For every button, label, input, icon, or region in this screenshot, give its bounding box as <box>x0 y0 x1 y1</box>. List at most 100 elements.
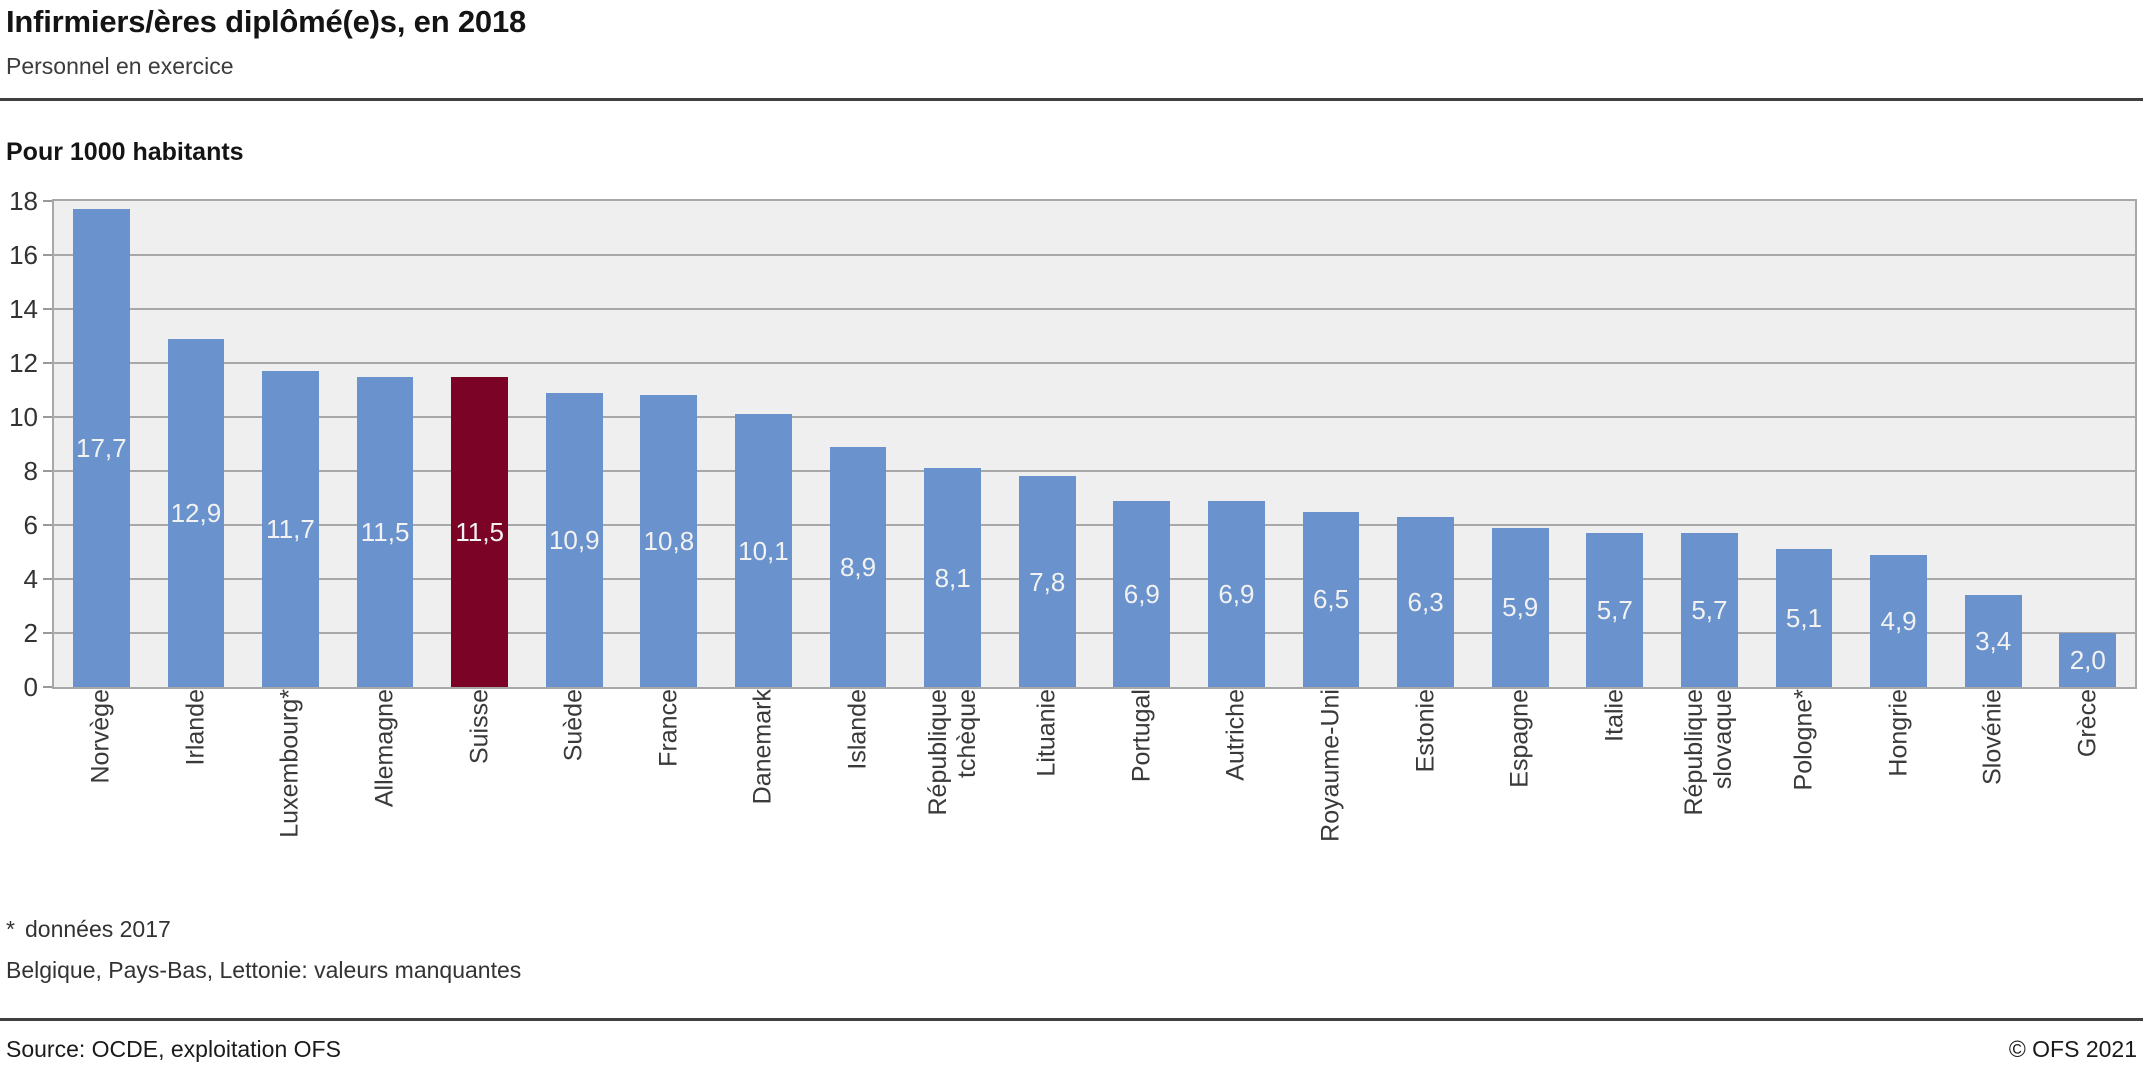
y-axis-tick-label: 8 <box>23 456 38 486</box>
x-axis-labels: Norvège Irlande Luxembourg* Allemagne Suisse… <box>54 689 2135 875</box>
bar: 6,5 <box>1302 511 1360 687</box>
bar: 10,1 <box>735 414 792 687</box>
gridline <box>54 524 2135 527</box>
x-axis-label: Portugal <box>1127 689 1156 783</box>
x-axis-label: Royaume-Uni <box>1316 689 1345 842</box>
bar-value-label: 6,9 <box>1123 578 1160 609</box>
x-label-cell: Suisse <box>432 689 527 875</box>
bar-value-label: 7,8 <box>1029 566 1066 597</box>
y-axis-tick-label: 16 <box>9 240 38 270</box>
x-label-cell: Norvège <box>54 689 149 875</box>
copyright-text: © OFS 2021 <box>2008 1036 2137 1062</box>
bar-value-label: 2,0 <box>2069 645 2106 675</box>
bar-value-label: 5,7 <box>1596 595 1633 626</box>
x-label-cell: République tchèque <box>905 689 1000 875</box>
bar-value-label: 6,5 <box>1312 584 1350 615</box>
bar-chart: 0 2 4 6 8 10 12 14 16 18 17,7 12,9 11,7 11,5 11,5 10,9… <box>6 188 2137 700</box>
bar: 12,9 <box>167 338 225 687</box>
x-label-cell: Danemark <box>716 689 811 875</box>
bar-value-label: 10,9 <box>548 524 600 555</box>
x-axis-label: Italie <box>1600 689 1629 742</box>
bar-column: 12,9 <box>149 201 244 687</box>
bar-value-label: 12,9 <box>170 497 222 528</box>
y-axis-title: Pour 1000 habitants <box>6 138 244 166</box>
y-axis-tick-label: 6 <box>23 510 38 540</box>
x-label-cell: Luxembourg* <box>243 689 338 875</box>
bar: 7,8 <box>1018 476 1076 687</box>
bar-column: 8,9 <box>811 201 906 687</box>
x-label-cell: Autriche <box>1189 689 1284 875</box>
gridline <box>54 578 2135 581</box>
bar-value-label: 4,9 <box>1880 605 1917 636</box>
bar-value-label: 8,1 <box>934 562 971 593</box>
x-label-cell: Irlande <box>149 689 244 875</box>
bar-column: 6,9 <box>1189 201 1284 687</box>
x-label-cell: Lituanie <box>1000 689 1095 875</box>
footer-divider <box>0 1018 2143 1021</box>
x-label-cell: Grèce <box>2040 689 2135 875</box>
x-axis-label: Autriche <box>1221 689 1250 781</box>
x-axis-label: Suède <box>559 689 588 762</box>
bar: 6,9 <box>1208 500 1265 687</box>
x-label-cell: Italie <box>1568 689 1663 875</box>
bar-column: 5,9 <box>1473 201 1568 687</box>
bar-column: 3,4 <box>1946 201 2041 687</box>
bar-value-label: 5,1 <box>1785 603 1823 634</box>
bar: 2,0 <box>2059 633 2117 687</box>
x-axis-label: Islande <box>843 689 872 770</box>
bar: 3,4 <box>1964 595 2022 687</box>
bar: 8,9 <box>829 446 887 687</box>
bar: 6,9 <box>1113 500 1171 687</box>
bar-column: 8,1 <box>905 201 1000 687</box>
y-axis-tick-mark <box>43 308 52 310</box>
x-label-cell: Espagne <box>1473 689 1568 875</box>
bar: 6,3 <box>1397 516 1454 687</box>
gridline <box>54 308 2135 310</box>
bar-column: 4,9 <box>1851 201 1946 687</box>
bar: 8,1 <box>924 468 982 687</box>
y-axis-tick-mark <box>43 362 52 364</box>
gridline <box>54 470 2135 473</box>
bar: 17,7 <box>72 209 130 687</box>
x-axis-label: République slovaque <box>1680 689 1738 816</box>
y-axis-tick-label: 14 <box>9 294 38 324</box>
x-axis-label: Pologne* <box>1789 689 1818 791</box>
footnotes: * données 2017 Belgique, Pays-Bas, Letto… <box>6 915 2137 984</box>
bar-value-label: 6,9 <box>1218 578 1255 609</box>
bar-value-label: 5,9 <box>1502 592 1539 623</box>
x-axis-label: Espagne <box>1505 689 1534 788</box>
gridline <box>54 362 2135 365</box>
footnote-2: Belgique, Pays-Bas, Lettonie: valeurs ma… <box>6 957 522 983</box>
y-axis-tick-mark <box>43 200 52 202</box>
x-label-cell: Royaume-Uni <box>1284 689 1379 875</box>
bar-column: 5,7 <box>1662 201 1757 687</box>
bar-value-label: 10,1 <box>738 535 789 566</box>
bar-value-label: 11,5 <box>360 516 410 547</box>
gridline <box>54 254 2135 257</box>
bar: 5,7 <box>1586 533 1644 687</box>
x-label-cell: Estonie <box>1378 689 1473 875</box>
bar-column: 11,5 <box>338 201 433 687</box>
y-axis-tick-label: 18 <box>9 186 38 216</box>
x-label-cell: Suède <box>527 689 622 875</box>
y-axis-tick-mark <box>43 578 52 580</box>
bar: 5,9 <box>1491 527 1549 687</box>
x-axis-label: Hongrie <box>1884 689 1913 777</box>
plot-area: 17,7 12,9 11,7 11,5 11,5 10,9 10,8 10,1 8,9 8,1 7,… <box>52 199 2137 689</box>
gridline <box>54 416 2135 418</box>
x-axis-label: Danemark <box>748 689 777 805</box>
bar: 11,5 <box>356 376 414 687</box>
y-axis-tick-mark <box>43 254 52 256</box>
bar-value-label: 11,7 <box>266 514 315 545</box>
x-axis-label: Lituanie <box>1032 689 1061 777</box>
chart-title: Infirmiers/ères diplômé(e)s, en 2018 <box>6 4 527 39</box>
x-label-cell: Pologne* <box>1757 689 1852 875</box>
y-axis-tick-mark <box>43 686 52 688</box>
bar-column: 7,8 <box>1000 201 1095 687</box>
x-axis-label: Suisse <box>465 689 494 765</box>
header-divider <box>0 98 2143 101</box>
x-axis-label: Norvège <box>86 689 115 784</box>
bar: 5,1 <box>1775 549 1833 687</box>
bar-value-label: 11,5 <box>455 516 505 547</box>
bar: 10,9 <box>545 392 603 687</box>
